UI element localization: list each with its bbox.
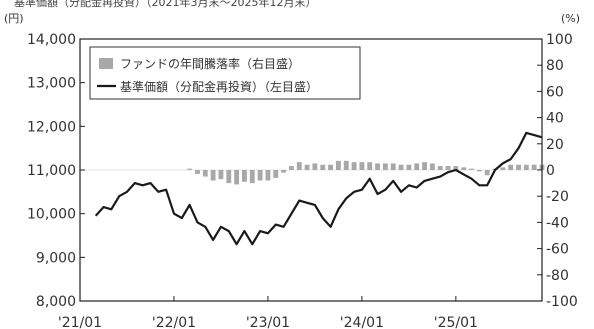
return-bar [445,166,451,170]
return-bar [335,160,341,170]
right-unit-label: (%) [561,12,580,25]
left-unit-label: (円) [4,12,24,25]
chart-title: 基準価額（分配金再投資）（2021年3月末～2025年12月末） [14,0,316,9]
line-series [94,131,543,246]
right-tick-label: -40 [546,215,569,231]
right-tick-label: 100 [546,32,573,48]
legend-entry-bar: ファンドの年間騰落率（右目盛） [120,56,300,71]
right-tick-label: 20 [546,137,564,153]
left-tick-label: 8,000 [36,294,76,310]
return-bar [351,162,357,170]
return-bar [461,167,467,170]
bar-series [187,160,545,185]
return-bar [398,164,404,170]
return-bar [484,170,490,176]
return-bar [226,170,232,184]
right-tick-label: -80 [546,268,569,284]
return-bar [500,167,506,170]
return-bar [249,170,255,184]
return-bar [476,170,482,172]
right-tick-label: -60 [546,242,569,258]
return-bar [218,170,224,180]
return-bar [312,163,318,170]
return-bar [516,164,521,170]
return-bar [406,164,412,170]
left-tick-label: 11,000 [27,163,76,179]
nav-line [94,131,543,246]
return-bar [382,163,388,170]
return-bar [288,166,294,170]
right-tick-label: 60 [546,84,564,100]
return-bar [375,163,380,170]
x-tick-label: '23/01 [246,315,290,329]
return-bar [422,162,427,170]
return-bar [187,168,193,170]
right-tick-label: -20 [546,189,569,205]
left-axis: 8,000 9,000 10,000 11,000 12,000 13,000 14,000 [27,32,85,310]
legend-bar-swatch [99,58,113,69]
legend-box [89,46,361,100]
legend-entry-line: 基準価額（分配金再投資）（左目盛） [120,79,318,94]
return-bar [304,164,310,170]
right-tick-label: 0 [546,163,555,179]
x-tick-label: '22/01 [152,315,196,329]
return-bar [265,170,271,181]
right-tick-label: 80 [546,58,564,74]
return-bar [195,170,200,174]
return-bar [367,162,373,170]
return-bar [523,164,529,170]
left-tick-label: 9,000 [36,250,76,266]
right-tick-label: -100 [546,294,578,310]
return-bar [281,170,287,173]
x-tick-label: '21/01 [58,315,102,329]
x-tick-label: '25/01 [434,315,478,329]
return-bar [234,170,240,185]
left-tick-label: 14,000 [27,32,76,48]
return-bar [328,164,334,170]
return-bar [202,170,208,177]
return-bar [437,166,443,170]
return-bar [242,170,247,182]
return-bar [414,163,420,170]
left-tick-label: 10,000 [27,207,76,223]
return-bar [429,163,435,170]
right-axis: -100 -80 -60 -40 -20 0 20 40 60 80 100 [537,32,578,310]
left-tick-label: 13,000 [27,76,76,92]
return-bar [508,164,514,170]
return-bar [273,170,279,178]
x-tick-label: '24/01 [340,315,384,329]
left-tick-label: 12,000 [27,119,76,135]
return-bar [210,170,216,181]
return-bar [453,166,459,170]
legend: ファンドの年間騰落率（右目盛） 基準価額（分配金再投資）（左目盛） [89,46,361,100]
return-bar [469,168,474,170]
return-bar [359,162,365,170]
return-bar [257,170,263,181]
return-bar [531,164,537,170]
return-bar [343,160,349,170]
return-bar [296,162,302,170]
return-bar [320,164,326,170]
return-bar [390,163,396,170]
right-tick-label: 40 [546,111,564,127]
x-axis: '21/01 '22/01 '23/01 '24/01 '25/01 [58,296,478,329]
